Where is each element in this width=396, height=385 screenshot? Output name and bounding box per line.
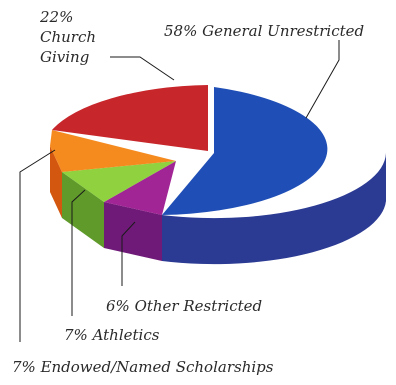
slice-labels: 58% General Unrestricted 22% Church Givi… — [12, 8, 364, 376]
pie-side-general-unrestricted — [162, 153, 386, 265]
label-general-unrestricted: 58% General Unrestricted — [164, 22, 364, 40]
label-endowed-scholarships: 7% Endowed/Named Scholarships — [12, 358, 274, 376]
label-church-giving-line3: Giving — [40, 48, 89, 66]
leader-endowed-scholarships — [19, 149, 56, 342]
leader-other-restricted — [121, 221, 136, 286]
pie-side-other-restricted — [104, 202, 162, 261]
label-church-giving-line1: 22% — [39, 8, 73, 26]
label-athletics: 7% Athletics — [64, 326, 160, 344]
pie-slice-general-unrestricted — [162, 87, 328, 215]
label-other-restricted: 6% Other Restricted — [106, 297, 262, 315]
pie-side-athletics — [62, 172, 104, 248]
pie-slice-endowed-scholarships — [50, 130, 176, 172]
pie-side-walls — [50, 146, 386, 265]
label-church-giving-line2: Church — [40, 28, 96, 46]
pie-slice-athletics — [62, 161, 176, 202]
pie-slices — [50, 85, 328, 215]
leader-general-unrestricted — [305, 40, 340, 119]
pie-slice-other-restricted — [104, 161, 176, 215]
leader-athletics — [71, 189, 86, 316]
leader-lines — [19, 40, 340, 342]
leader-church-giving — [110, 56, 175, 81]
pie-slice-church-giving — [52, 85, 208, 151]
pie-side-endowed-scholarships — [50, 146, 62, 218]
